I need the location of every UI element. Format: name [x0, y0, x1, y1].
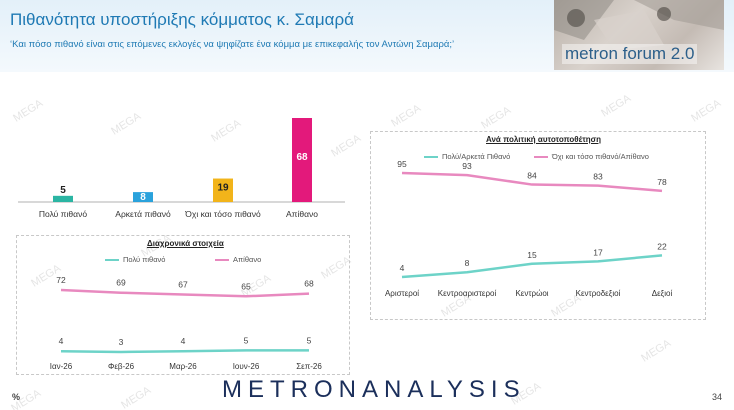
bar-chart: 5 Πολύ πιθανό 8 Αρκετά πιθανό 19 Όχι και τόσο… — [18, 118, 345, 219]
forum-logo-text: metron forum 2.0 — [562, 44, 698, 64]
x-tick-label: Αριστεροί — [385, 289, 419, 298]
bar-value-label: 8 — [140, 192, 146, 203]
series-line — [401, 171, 663, 193]
data-label: 69 — [116, 278, 126, 288]
data-label: 95 — [397, 160, 407, 169]
legend-label: Όχι και τόσο πιθανό/Απίθανο — [552, 152, 649, 161]
bar-category-label: Αρκετά πιθανό — [115, 209, 171, 219]
data-label: 83 — [593, 172, 603, 182]
data-label: 4 — [59, 336, 64, 346]
data-label: 15 — [527, 250, 537, 260]
legend-label: Πολύ/Αρκετά Πιθανό — [442, 152, 511, 161]
series-line — [60, 288, 310, 298]
data-label: 4 — [181, 336, 186, 346]
ideology-legend-item-1: Πολύ/Αρκετά Πιθανό — [424, 152, 510, 161]
bar-category-label: Πολύ πιθανό — [39, 209, 87, 219]
watermark: MEGA — [599, 92, 634, 120]
data-label: 78 — [657, 177, 667, 187]
watermark: MEGA — [689, 97, 724, 125]
bar-value-label: 19 — [217, 183, 229, 194]
data-label: 68 — [304, 279, 314, 289]
x-tick-label: Δεξιοί — [652, 289, 673, 298]
x-tick-label: Φεβ-26 — [108, 362, 135, 371]
x-tick-label: Κεντροαριστεροί — [438, 289, 497, 298]
ideology-panel — [370, 131, 706, 320]
watermark: MEGA — [639, 337, 674, 365]
timeline-line-chart: 4 3 4 5 5 72 69 67 65 68 Ιαν-26 Φεβ-26 Μαρ-26 Ιουν-26… — [50, 275, 323, 371]
metron-analysis-logo: METRONANALYSIS — [222, 376, 526, 403]
watermark: MEGA — [119, 384, 154, 410]
bar — [213, 178, 233, 202]
bar — [133, 192, 153, 202]
x-tick-label: Κεντρώοι — [515, 289, 548, 298]
legend-swatch — [105, 258, 119, 261]
data-label: 93 — [462, 161, 472, 171]
series-line — [401, 254, 663, 279]
x-tick-label: Σεπ-26 — [296, 362, 322, 371]
series-line — [60, 349, 309, 354]
x-tick-label: Ιαν-26 — [50, 362, 73, 371]
data-label: 17 — [593, 247, 603, 257]
x-tick-label: Κεντροδεξιοί — [576, 289, 621, 298]
data-label: 72 — [56, 275, 66, 285]
survey-question: ‘Και πόσο πιθανό είναι στις επόμενες εκλ… — [10, 39, 455, 50]
legend-label: Απίθανο — [233, 255, 262, 264]
watermark: MEGA — [479, 104, 514, 132]
page-title: Πιθανότητα υποστήριξης κόμματος κ. Σαμαρ… — [10, 10, 354, 29]
timeline-legend-item-1: Πολύ πιθανό — [105, 255, 165, 264]
data-label: 67 — [178, 280, 188, 290]
bar — [292, 118, 312, 202]
data-label: 5 — [244, 335, 249, 345]
forum-photo-graphic — [554, 0, 724, 50]
bar — [53, 195, 73, 202]
x-tick-label: Ιουν-26 — [233, 362, 260, 371]
bar-category-label: Απίθανο — [286, 209, 318, 219]
bar-value-label: 5 — [60, 185, 66, 196]
bar-value-label: 68 — [296, 152, 308, 163]
data-label: 84 — [527, 171, 537, 181]
legend-label: Πολύ πιθανό — [123, 255, 166, 264]
timeline-panel-title: Διαχρονικά στοιχεία — [147, 239, 224, 248]
bar-category-label: Όχι και τόσο πιθανό — [184, 209, 261, 219]
ideology-line-chart: 4 8 15 17 22 95 93 84 83 78 Αριστεροί Κεντροαριστερ… — [385, 160, 673, 298]
timeline-legend-item-2: Απίθανο — [215, 255, 261, 264]
timeline-panel — [16, 235, 350, 375]
data-label: 4 — [400, 263, 405, 273]
legend-swatch — [215, 258, 229, 261]
ideology-legend-item-2: Όχι και τόσο πιθανό/Απίθανο — [534, 152, 649, 161]
percent-sign: % — [12, 392, 21, 402]
ideology-panel-title: Ανά πολιτική αυτοτοποθέτηση — [486, 135, 602, 144]
forum-logo-box: metron forum 2.0 — [554, 0, 724, 70]
data-label: 5 — [307, 335, 312, 345]
data-label: 3 — [119, 337, 124, 347]
watermark: MEGA — [389, 102, 424, 130]
data-label: 65 — [241, 281, 251, 291]
x-tick-label: Μαρ-26 — [169, 362, 197, 371]
page-number: 34 — [712, 392, 723, 402]
data-label: 8 — [465, 258, 470, 268]
legend-swatch — [534, 155, 548, 158]
data-label: 22 — [657, 241, 667, 251]
legend-swatch — [424, 155, 438, 158]
